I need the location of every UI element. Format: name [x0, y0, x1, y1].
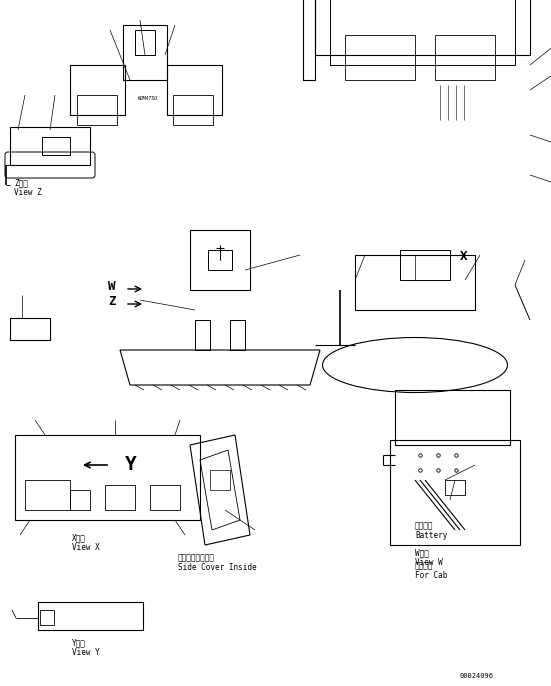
Text: W: W [108, 280, 116, 293]
Bar [330, 0, 515, 65]
Text: View X: View X [72, 543, 100, 552]
Bar [435, 35, 495, 80]
Text: X　視: X 視 [72, 533, 86, 542]
Bar [10, 318, 50, 340]
Text: サイドカバー内面: サイドカバー内面 [178, 553, 215, 562]
Bar [395, 390, 510, 445]
Bar [208, 250, 232, 270]
Bar [400, 250, 450, 280]
Bar [123, 25, 167, 80]
Bar [210, 470, 230, 490]
Bar [135, 30, 155, 55]
Bar [195, 320, 210, 350]
Bar [167, 65, 222, 115]
Bar [25, 480, 70, 510]
Bar [40, 610, 54, 625]
Bar [105, 485, 135, 510]
Text: Battery: Battery [415, 531, 447, 540]
Bar [445, 480, 465, 495]
Bar [15, 435, 200, 520]
Bar [315, 0, 530, 55]
Text: Z: Z [108, 295, 116, 308]
Text: バッテリ: バッテリ [415, 521, 434, 530]
Bar [303, 0, 315, 80]
Bar [77, 95, 117, 125]
Text: View Z: View Z [14, 188, 42, 197]
Text: View W: View W [415, 558, 443, 567]
Text: X: X [460, 250, 467, 263]
Bar [230, 320, 245, 350]
Text: View Y: View Y [72, 648, 100, 657]
Bar [38, 602, 143, 630]
Text: KOMATSU: KOMATSU [137, 96, 157, 101]
Bar [10, 127, 90, 165]
Text: Side Cover Inside: Side Cover Inside [178, 563, 257, 572]
Text: Y　視: Y 視 [72, 638, 86, 647]
Text: キャブ用: キャブ用 [415, 561, 434, 570]
Bar [150, 485, 180, 510]
Text: For Cab: For Cab [415, 571, 447, 580]
Bar [355, 255, 475, 310]
Text: W　視: W 視 [415, 548, 429, 557]
Bar [70, 65, 125, 115]
Bar [345, 35, 415, 80]
Text: 00024096: 00024096 [460, 673, 494, 679]
Bar [70, 490, 90, 510]
Text: Y: Y [125, 455, 137, 474]
Bar [42, 137, 70, 155]
Text: Z　視: Z 視 [14, 178, 28, 187]
Bar [190, 230, 250, 290]
Bar [173, 95, 213, 125]
Bar [390, 440, 520, 545]
